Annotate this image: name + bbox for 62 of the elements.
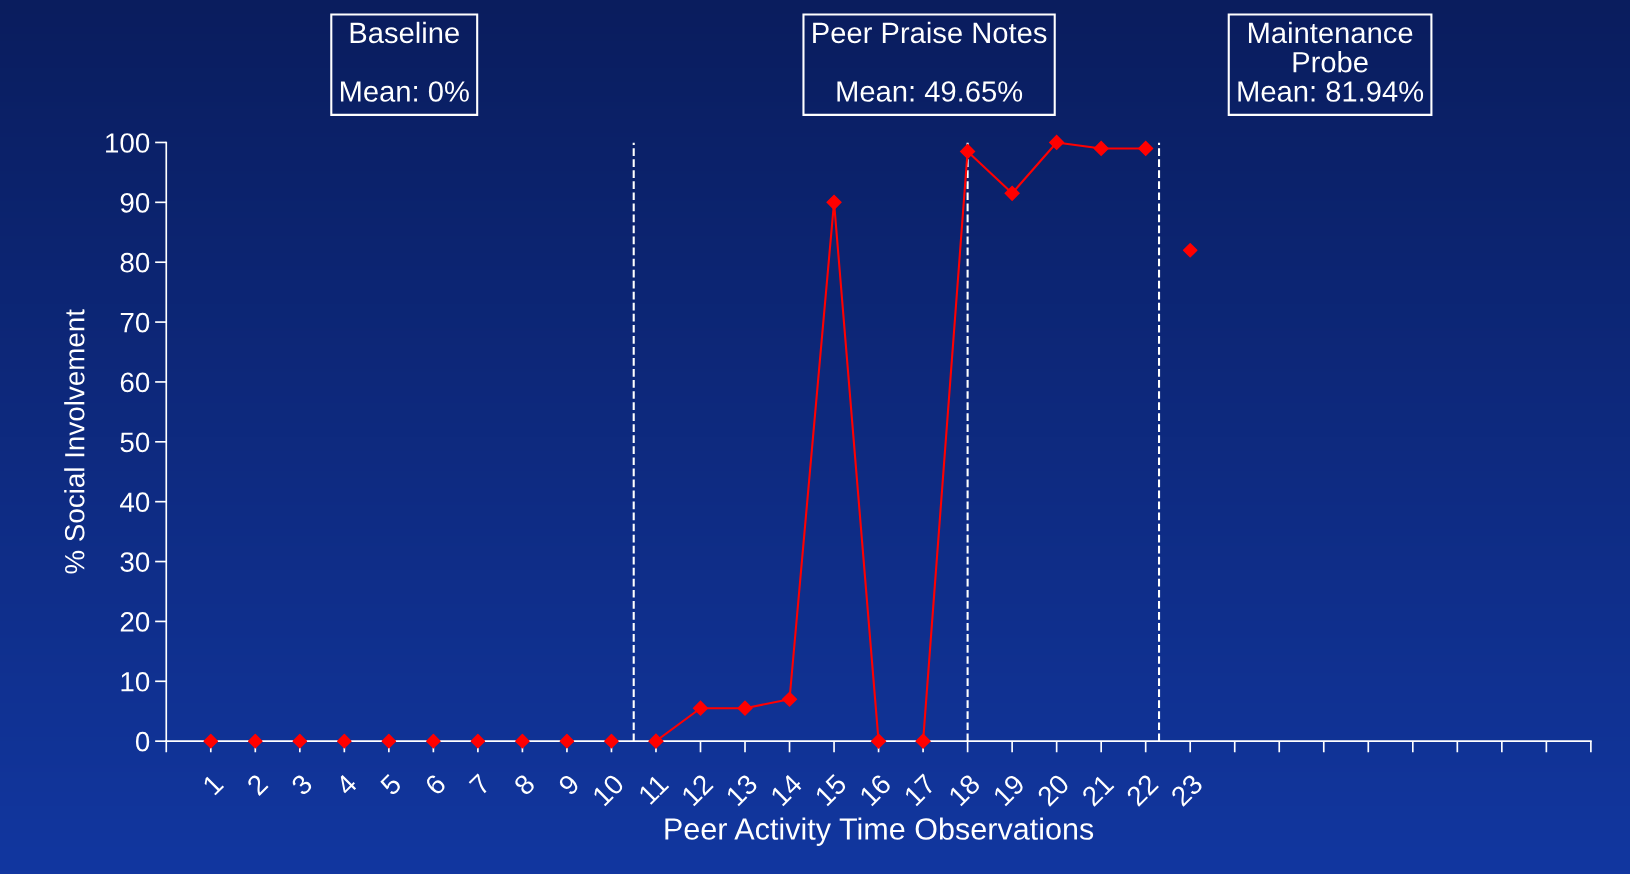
x-tick-label: 5 [379, 773, 403, 797]
point [915, 733, 931, 749]
y-tick-label: 90 [120, 193, 150, 213]
x-tick-label: 3 [290, 773, 314, 797]
x-tick-label: 17 [903, 773, 937, 807]
y-tick-label: 20 [120, 612, 150, 632]
text: Peer Praise Notes Mean: 49.65% [813, 21, 1047, 102]
x-tick-label: 4 [334, 773, 358, 797]
text: Maintenance Probe Mean: 81.94% [1238, 21, 1424, 102]
point [1093, 140, 1109, 157]
y-tick-label: 50 [120, 432, 150, 453]
y-tick-label: 0 [135, 731, 150, 752]
point [203, 733, 219, 749]
y-axis-title: % Social Involvement [64, 309, 85, 574]
point [737, 700, 753, 716]
x-tick-label: 8 [512, 773, 536, 797]
point [515, 733, 530, 749]
x-tick-label: 13 [725, 773, 759, 807]
x-tick-label: 2 [245, 773, 269, 796]
y-tick-label: 100 [106, 133, 150, 153]
point [648, 733, 664, 749]
y-tick-label: 40 [120, 492, 150, 513]
point [960, 143, 976, 160]
point [292, 733, 308, 749]
x-tick-label: 22 [1125, 773, 1159, 807]
y-tick-label: 80 [120, 252, 150, 273]
x-tick-label: 9 [557, 773, 581, 797]
point [1138, 140, 1154, 157]
point [1004, 185, 1020, 201]
point [692, 700, 709, 716]
x-tick-label: 18 [947, 773, 982, 807]
point [870, 733, 887, 749]
point [426, 733, 441, 749]
x-tick-label: 1 [202, 773, 225, 796]
x-tick-label: 21 [1080, 773, 1115, 807]
x-tick-label: 19 [992, 773, 1026, 807]
x-tick-label: 14 [769, 773, 804, 807]
y-tick-label: 10 [121, 671, 150, 692]
point [826, 194, 842, 210]
x-tick-label: 6 [423, 773, 447, 797]
x-tick-label: 12 [680, 773, 714, 807]
point [781, 691, 798, 707]
x-tick-label: 11 [637, 773, 670, 805]
x-axis-title: Peer Activity Time Observations [665, 817, 1094, 846]
y-tick-label: 30 [120, 552, 150, 572]
y-tick-label: 70 [120, 312, 150, 333]
x-tick-label: 7 [468, 773, 492, 796]
point [1182, 242, 1198, 258]
y-tick-label: 60 [120, 372, 150, 393]
x-tick-label: 23 [1169, 773, 1204, 807]
x-tick-label: 10 [591, 772, 626, 807]
x-tick-label: 16 [858, 773, 893, 807]
x-tick-label: 15 [814, 773, 848, 807]
point [337, 733, 352, 749]
x-tick-label: 20 [1036, 772, 1071, 807]
point [381, 733, 397, 749]
point [559, 733, 575, 749]
point [604, 733, 619, 749]
point [1049, 134, 1065, 151]
text: Baseline Mean: 0% [340, 21, 469, 102]
point [248, 733, 263, 749]
point [470, 733, 486, 749]
